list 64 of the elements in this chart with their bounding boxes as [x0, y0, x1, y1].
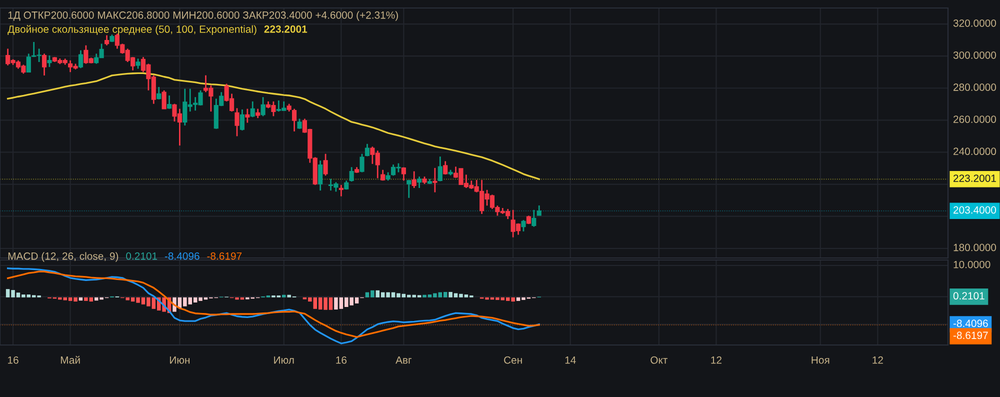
y-tick-label: 10.0000: [954, 260, 990, 268]
annotation: -8.4096: [164, 252, 200, 260]
y-tick-label: -8.4096: [953, 320, 988, 328]
x-tick-label: 12: [711, 356, 722, 364]
candlestick: [521, 219, 526, 232]
candlestick: [323, 153, 328, 176]
candlestick: [360, 153, 364, 173]
x-tick-label: 12: [872, 356, 883, 364]
candlestick: [438, 156, 442, 182]
x-tick-label: 16: [336, 356, 347, 364]
candlestick: [406, 179, 412, 199]
y-tick-label: 300.0000: [953, 51, 996, 59]
candlestick: [234, 107, 240, 137]
candlestick: [536, 204, 542, 216]
y-tick-label: 320.0000: [953, 19, 996, 27]
candlestick: [47, 54, 52, 68]
ref-line-label: -8.6197: [953, 332, 988, 340]
candlestick: [443, 160, 448, 176]
candlestick: [292, 108, 297, 132]
x-tick-label: Сен: [504, 356, 522, 364]
candlestick: [532, 209, 536, 228]
candlestick: [256, 108, 260, 119]
candlestick: [401, 166, 406, 182]
x-tick-label: Авг: [396, 356, 412, 364]
ref-line-label: 203.4000: [954, 206, 996, 214]
x-tick-label: Окт: [650, 356, 668, 364]
candlestick: [136, 58, 140, 70]
candlestick: [417, 176, 422, 189]
x-tick-label: 14: [565, 356, 576, 364]
candlestick: [297, 118, 302, 130]
candlestick: [260, 96, 266, 117]
annotation: -8.6197: [207, 252, 242, 260]
annotation: 223.2001: [264, 25, 308, 33]
x-tick-label: Ноя: [812, 356, 830, 364]
bar: [282, 294, 286, 298]
x-tick-label: Июн: [170, 356, 190, 364]
y-tick-label: 240.0000: [954, 148, 996, 156]
y-tick-label: 260.0000: [954, 116, 996, 123]
x-tick-label: Июл: [274, 356, 294, 364]
candlestick: [240, 108, 245, 132]
candlestick: [42, 52, 47, 76]
text: Двойное скользящее среднее (50, 100, Exponential): [8, 25, 256, 35]
ref-line-label: 223.2001: [954, 174, 996, 182]
y-tick-label: 0.2101: [953, 292, 984, 300]
annotation: 0.2101: [126, 252, 158, 260]
candlestick: [338, 184, 344, 197]
candlestick: [318, 160, 323, 192]
candlestick: [166, 94, 172, 110]
y-tick-label: 180.0000: [954, 244, 996, 252]
candlestick: [364, 143, 370, 157]
chart-title: 1Д ОТКР200.6000 МАКС206.8000 МИН200.6000 ЗАКР203.4000 +4.6000 (+2.31%): [8, 11, 398, 21]
candlestick: [250, 100, 255, 118]
candlestick: [432, 167, 438, 193]
candlestick: [78, 50, 84, 69]
x-tick-label: 16: [8, 356, 18, 364]
candlestick: [245, 108, 250, 124]
candlestick: [349, 166, 354, 182]
candlestick: [104, 34, 110, 46]
y-tick-label: 280.0000: [954, 84, 996, 91]
chart-title: MACD (12, 26, close, 9): [8, 252, 118, 262]
candlestick: [412, 170, 416, 189]
candlestick: [156, 86, 162, 100]
x-tick-label: Май: [60, 356, 80, 364]
candlestick: [162, 90, 166, 110]
